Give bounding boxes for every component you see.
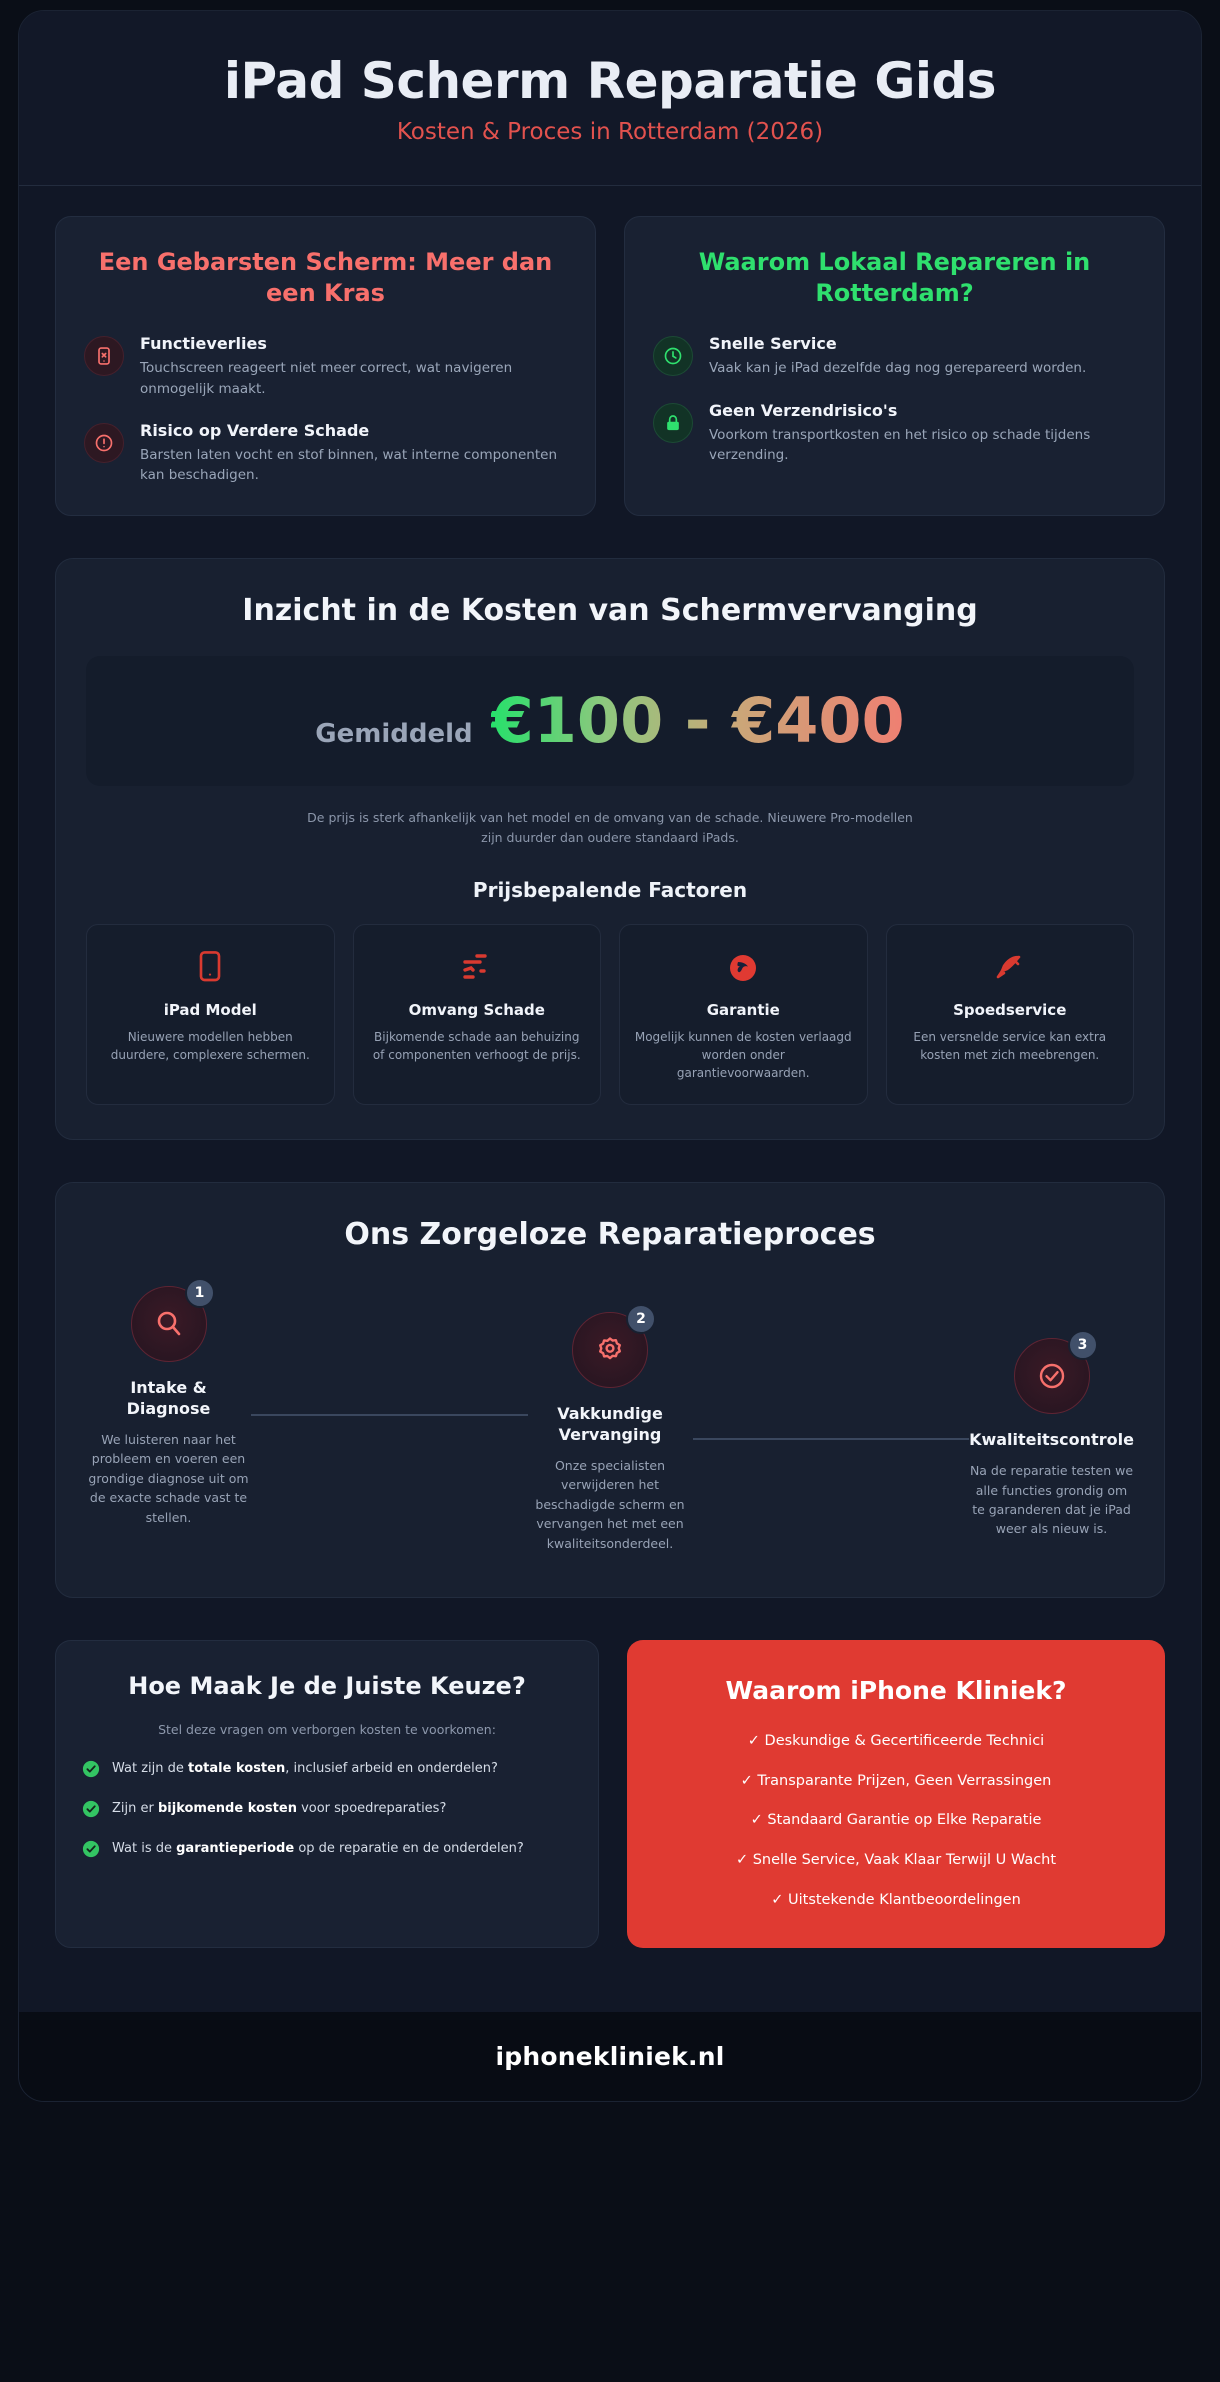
cta-list: ✓ Deskundige & Gecertificeerde Technici … xyxy=(651,1731,1141,1912)
price-note: De prijs is sterk afhankelijk van het mo… xyxy=(307,810,913,846)
faq-lead: Stel deze vragen om verborgen kosten te … xyxy=(158,1722,496,1738)
rocket-icon xyxy=(901,947,1120,989)
problem-item-risico: Risico op Verdere Schade Barsten laten v… xyxy=(84,421,567,486)
local-repair-card-title: Waarom Lokaal Repareren in Rotterdam? xyxy=(698,248,1091,307)
cta-list-item: ✓ Uitstekende Klantbeoordelingen xyxy=(771,1891,1021,1908)
page-footer: iphonekliniek.nl xyxy=(19,2011,1201,2101)
factor-text: Nieuwere modellen hebben duurdere, compl… xyxy=(110,1030,310,1063)
process-title: Ons Zorgeloze Reparatieproces xyxy=(344,1217,876,1253)
check-badge-icon xyxy=(82,1800,100,1818)
process-panel: Ons Zorgeloze Reparatieproces 1 xyxy=(55,1182,1165,1598)
factor-ipad-model: iPad Model Nieuwere modellen hebben duur… xyxy=(86,924,335,1106)
step-title: Intake & Diagnose xyxy=(126,1378,211,1419)
factor-garantie: Garantie Mogelijk kunnen de kosten verla… xyxy=(619,924,868,1106)
factors-row: iPad Model Nieuwere modellen hebben duur… xyxy=(86,924,1134,1106)
cta-card: Waarom iPhone Kliniek? ✓ Deskundige & Ge… xyxy=(627,1639,1165,1948)
faq-q-post: , inclusief arbeid en onderdelen? xyxy=(285,1761,498,1777)
factors-title: Prijsbepalende Factoren xyxy=(472,878,748,903)
problem-item-heading: Functieverlies xyxy=(140,334,267,354)
cost-panel-title: Inzicht in de Kosten van Schermvervangin… xyxy=(242,593,978,629)
page-title: iPad Scherm Reparatie Gids xyxy=(223,52,997,110)
page-subtitle: Kosten & Proces in Rotterdam (2026) xyxy=(396,119,824,145)
factor-title: Omvang Schade xyxy=(408,1001,545,1020)
problem-item-text: Barsten laten vocht en stof binnen, wat … xyxy=(140,446,558,484)
step-text: Onze specialisten verwijderen het bescha… xyxy=(535,1458,685,1551)
step-number-badge: 1 xyxy=(184,1278,215,1309)
faq-card: Hoe Maak Je de Juiste Keuze? Stel deze v… xyxy=(55,1639,599,1948)
check-badge-icon xyxy=(82,1840,100,1858)
factor-text: Mogelijk kunnen de kosten verlaagd worde… xyxy=(634,1030,852,1081)
step-text: Na de reparatie testen we alle functies … xyxy=(969,1463,1134,1537)
clock-icon xyxy=(653,336,693,377)
faq-question: Wat is de garantieperiode op de reparati… xyxy=(82,1839,572,1859)
tablet-x-icon xyxy=(84,336,124,377)
factor-title: Garantie xyxy=(706,1001,780,1020)
step-title: Vakkundige Vervanging xyxy=(557,1404,663,1445)
local-item-geen-verzendrisico: Geen Verzendrisico's Voorkom transportko… xyxy=(653,401,1136,466)
problem-item-functieverlies: Functieverlies Touchscreen reageert niet… xyxy=(84,334,567,399)
factor-text: Een versnelde service kan extra kosten m… xyxy=(913,1030,1107,1063)
infographic-body: Een Gebarsten Scherm: Meer dan een Kras … xyxy=(19,186,1201,2012)
process-steps: 1 Intake & Diagnose We luisteren naar he… xyxy=(86,1278,1134,1552)
faq-q-bold: garantieperiode xyxy=(176,1841,295,1857)
step-text: We luisteren naar het probleem en voeren… xyxy=(88,1432,249,1525)
cta-list-item: ✓ Transparante Prijzen, Geen Verrassinge… xyxy=(740,1772,1052,1789)
step-number-badge: 2 xyxy=(626,1304,656,1335)
process-step-2: 2 Vakkundige Vervanging Onze specialiste… xyxy=(528,1304,693,1552)
factor-text: Bijkomende schade aan behuizing of compo… xyxy=(372,1030,581,1063)
local-item-snelle-service: Snelle Service Vaak kan je iPad dezelfde… xyxy=(653,334,1136,378)
faq-question: Zijn er bijkomende kosten voor spoedrepa… xyxy=(82,1799,572,1819)
cta-title: Waarom iPhone Kliniek? xyxy=(725,1675,1067,1705)
factor-title: iPad Model xyxy=(163,1001,257,1020)
top-cards-row: Een Gebarsten Scherm: Meer dan een Kras … xyxy=(55,216,1165,517)
tablet-icon xyxy=(101,947,320,989)
problem-card: Een Gebarsten Scherm: Meer dan een Kras … xyxy=(55,216,596,517)
faq-title: Hoe Maak Je de Juiste Keuze? xyxy=(128,1671,526,1700)
check-badge-icon xyxy=(82,1760,100,1778)
cta-list-item: ✓ Deskundige & Gecertificeerde Technici xyxy=(747,1732,1045,1749)
price-label: Gemiddeld xyxy=(315,719,473,750)
local-repair-card: Waarom Lokaal Repareren in Rotterdam? Sn… xyxy=(624,216,1165,517)
infographic-frame: iPad Scherm Reparatie Gids Kosten & Proc… xyxy=(18,10,1202,2102)
faq-q-pre: Zijn er xyxy=(112,1801,158,1817)
factor-omvang-schade: Omvang Schade Bijkomende schade aan behu… xyxy=(352,924,601,1106)
step-title: Kwaliteitscontrole xyxy=(969,1430,1134,1450)
faq-q-pre: Wat is de xyxy=(112,1841,177,1857)
local-item-text: Voorkom transportkosten en het risico op… xyxy=(709,426,1091,463)
price-box: Gemiddeld €100 - €400 xyxy=(86,656,1134,787)
local-item-heading: Geen Verzendrisico's xyxy=(709,400,898,420)
warranty-badge-icon xyxy=(634,947,853,989)
process-step-3: 3 Kwaliteitscontrole Na de reparatie tes… xyxy=(969,1330,1134,1538)
cta-list-item: ✓ Snelle Service, Vaak Klaar Terwijl U W… xyxy=(735,1852,1057,1869)
cost-panel: Inzicht in de Kosten van Schermvervangin… xyxy=(55,558,1165,1141)
process-step-1: 1 Intake & Diagnose We luisteren naar he… xyxy=(86,1278,251,1526)
lock-icon xyxy=(653,402,693,443)
crack-damage-icon xyxy=(368,947,587,989)
factor-title: Spoedservice xyxy=(953,1001,1067,1020)
problem-item-heading: Risico op Verdere Schade xyxy=(140,420,370,440)
problem-card-title: Een Gebarsten Scherm: Meer dan een Kras xyxy=(98,248,553,307)
bottom-row: Hoe Maak Je de Juiste Keuze? Stel deze v… xyxy=(55,1639,1165,1948)
local-item-heading: Snelle Service xyxy=(709,334,837,354)
faq-q-post: voor spoedreparaties? xyxy=(296,1801,447,1817)
step-number-badge: 3 xyxy=(1067,1330,1098,1361)
price-value: €100 - €400 xyxy=(490,684,905,758)
alert-circle-icon xyxy=(84,422,124,463)
faq-q-post: op de reparatie en de onderdelen? xyxy=(294,1841,524,1857)
faq-q-bold: totale kosten xyxy=(188,1761,286,1777)
step-connector-1 xyxy=(251,1414,528,1417)
factor-spoedservice: Spoedservice Een versnelde service kan e… xyxy=(885,924,1134,1106)
faq-q-bold: bijkomende kosten xyxy=(157,1801,297,1817)
footer-brand[interactable]: iphonekliniek.nl xyxy=(495,2041,725,2071)
step-connector-2 xyxy=(692,1438,969,1441)
faq-q-pre: Wat zijn de xyxy=(112,1761,189,1777)
local-item-text: Vaak kan je iPad dezelfde dag nog gerepa… xyxy=(709,360,1087,377)
cta-list-item: ✓ Standaard Garantie op Elke Reparatie xyxy=(750,1812,1042,1829)
problem-item-text: Touchscreen reageert niet meer correct, … xyxy=(140,360,513,397)
faq-question: Wat zijn de totale kosten, inclusief arb… xyxy=(82,1759,572,1779)
page-header: iPad Scherm Reparatie Gids Kosten & Proc… xyxy=(19,11,1201,186)
